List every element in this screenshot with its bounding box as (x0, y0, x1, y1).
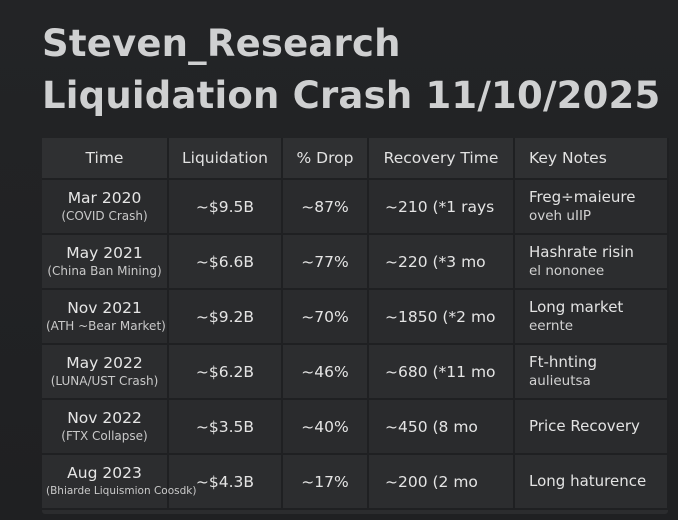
table-row: May 2022 (LUNA/UST Crash) ~$6.2B ~46% ~6… (42, 344, 669, 400)
page-title: Steven_Research Liquidation Crash 11/10/… (42, 18, 660, 122)
notes-line-2: oveh uIIP (529, 207, 592, 224)
header-liquidation: Liquidation (168, 138, 283, 180)
recovery-cell: ~450 (8 mo (368, 399, 515, 455)
notes-cell: Long haturence (514, 454, 669, 510)
notes-cell: Hashrate risin el nononee (514, 234, 669, 290)
title-line-2: Liquidation Crash 11/10/2025 (42, 74, 661, 117)
notes-line-1: Long haturence (529, 472, 647, 490)
time-cell: Aug 2023 (Bhiarde Liquismion Coosdk) (42, 454, 197, 510)
row-event: (Bhiarde Liquismion Coosdk) (46, 485, 197, 497)
row-date: Mar 2020 (67, 189, 142, 207)
notes-line-1: Hashrate risin (529, 242, 634, 261)
liquidation-cell: ~$3.5B (168, 399, 283, 455)
drop-cell: ~87% (282, 179, 369, 235)
row-event: (COVID Crash) (61, 209, 148, 223)
liquidation-table-container: Time Liquidation % Drop Recovery Time Ke… (42, 138, 669, 514)
liquidation-table: Time Liquidation % Drop Recovery Time Ke… (42, 138, 669, 510)
header-recovery-time: Recovery Time (368, 138, 515, 180)
table-row: Nov 2021 (ATH ~Bear Market) ~$9.2B ~70% … (42, 289, 669, 345)
drop-cell: ~40% (282, 399, 369, 455)
time-cell: Mar 2020 (COVID Crash) (42, 179, 169, 235)
drop-cell: ~70% (282, 289, 369, 345)
liquidation-cell: ~$6.6B (168, 234, 283, 290)
header-drop: % Drop (282, 138, 369, 180)
notes-line-1: Freg÷maieure (529, 187, 636, 206)
row-date: May 2021 (66, 244, 143, 262)
time-cell: Nov 2021 (ATH ~Bear Market) (42, 289, 169, 345)
title-line-1: Steven_Research (42, 22, 401, 65)
time-cell: May 2021 (China Ban Mining) (42, 234, 169, 290)
notes-line-1: Long market (529, 297, 624, 316)
drop-cell: ~46% (282, 344, 369, 400)
row-event: (LUNA/UST Crash) (50, 374, 159, 388)
notes-cell: Freg÷maieure oveh uIIP (514, 179, 669, 235)
header-key-notes: Key Notes (514, 138, 669, 180)
notes-cell: Long market eernte (514, 289, 669, 345)
notes-cell: Price Recovery (514, 399, 669, 455)
header-time: Time (42, 138, 169, 180)
notes-line-2: aulieutsa (529, 372, 591, 389)
recovery-cell: ~680 (*11 mo (368, 344, 515, 400)
row-date: Nov 2021 (67, 299, 142, 317)
recovery-cell: ~210 (*1 rays (368, 179, 515, 235)
table-row: May 2021 (China Ban Mining) ~$6.6B ~77% … (42, 234, 669, 290)
row-event: (ATH ~Bear Market) (46, 319, 166, 333)
recovery-cell: ~200 (2 mo (368, 454, 515, 510)
row-date: Nov 2022 (67, 409, 142, 427)
recovery-cell: ~220 (*3 mo (368, 234, 515, 290)
notes-line-1: Ft-hnting (529, 352, 598, 371)
time-cell: Nov 2022 (FTX Collapse) (42, 399, 169, 455)
table-row: Mar 2020 (COVID Crash) ~$9.5B ~87% ~210 … (42, 179, 669, 235)
row-event: (FTX Collapse) (61, 429, 148, 443)
liquidation-cell: ~$9.2B (168, 289, 283, 345)
notes-line-2: eernte (529, 317, 574, 334)
row-date: Aug 2023 (67, 464, 142, 482)
drop-cell: ~77% (282, 234, 369, 290)
liquidation-cell: ~$9.5B (168, 179, 283, 235)
liquidation-cell: ~$4.3B (168, 454, 283, 510)
table-header-row: Time Liquidation % Drop Recovery Time Ke… (42, 138, 669, 180)
row-date: May 2022 (66, 354, 143, 372)
table-row: Aug 2023 (Bhiarde Liquismion Coosdk) ~$4… (42, 454, 669, 510)
recovery-cell: ~1850 (*2 mo (368, 289, 515, 345)
notes-cell: Ft-hnting aulieutsa (514, 344, 669, 400)
time-cell: May 2022 (LUNA/UST Crash) (42, 344, 169, 400)
row-event: (China Ban Mining) (47, 264, 162, 278)
liquidation-cell: ~$6.2B (168, 344, 283, 400)
drop-cell: ~17% (282, 454, 369, 510)
notes-line-2: el nononee (529, 262, 605, 279)
table-row: Nov 2022 (FTX Collapse) ~$3.5B ~40% ~450… (42, 399, 669, 455)
notes-line-1: Price Recovery (529, 417, 640, 435)
